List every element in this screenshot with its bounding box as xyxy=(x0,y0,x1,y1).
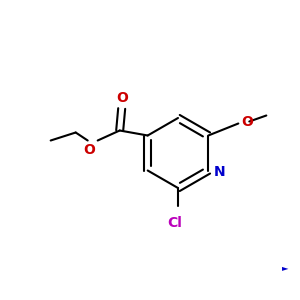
Text: N: N xyxy=(213,166,225,179)
Text: ►: ► xyxy=(282,263,288,272)
Text: O: O xyxy=(241,115,253,128)
Text: Cl: Cl xyxy=(168,216,182,230)
Text: O: O xyxy=(83,143,95,158)
Text: O: O xyxy=(116,91,127,104)
